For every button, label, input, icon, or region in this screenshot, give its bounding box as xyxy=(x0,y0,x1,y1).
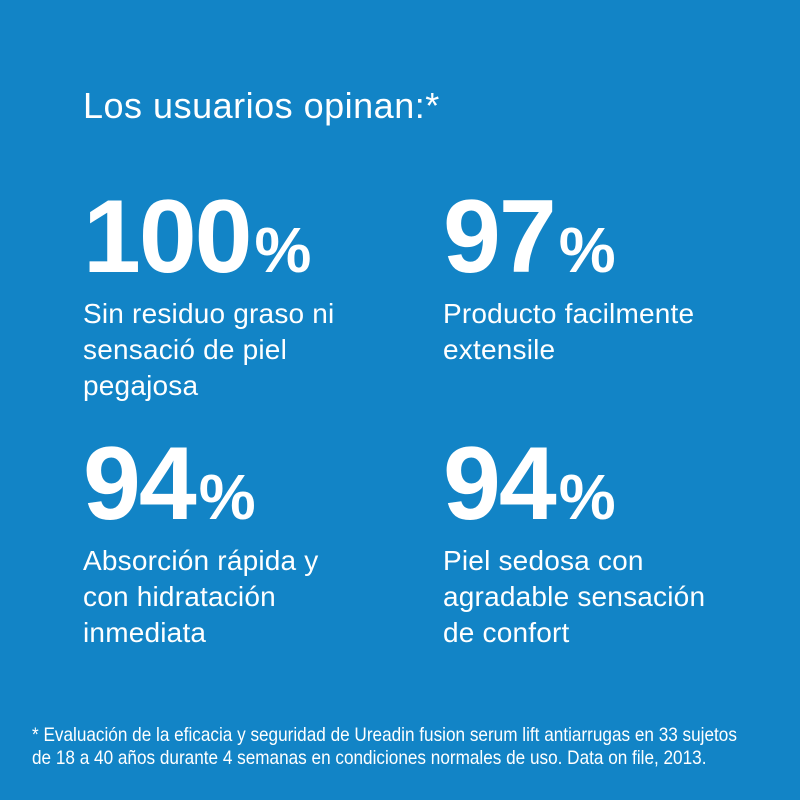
stat-number-text: 97 xyxy=(443,179,557,295)
stat-description: Sin residuo graso ni sensació de piel pe… xyxy=(83,296,423,404)
stat-block-fast-absorption: 94% Absorción rápida y con hidratación i… xyxy=(83,432,423,651)
footnote: * Evaluación de la eficacia y seguridad … xyxy=(32,724,737,770)
stat-description-line: con hidratación xyxy=(83,581,276,612)
stat-description-line: de confort xyxy=(443,617,570,648)
stat-block-silky-skin: 94% Piel sedosa con agradable sensación … xyxy=(443,432,783,651)
percent-sign: % xyxy=(254,214,312,286)
stat-description-line: Sin residuo graso ni xyxy=(83,298,335,329)
page-title: Los usuarios opinan:* xyxy=(83,85,440,126)
percent-sign: % xyxy=(558,461,616,533)
stat-value: 100% xyxy=(83,185,423,302)
stat-description-line: pegajosa xyxy=(83,370,199,401)
stat-description-line: agradable sensación xyxy=(443,581,706,612)
percent-sign: % xyxy=(198,461,256,533)
stat-description: Piel sedosa con agradable sensación de c… xyxy=(443,543,783,651)
stat-value: 94% xyxy=(83,432,423,549)
footnote-line: de 18 a 40 años durante 4 semanas en con… xyxy=(32,747,707,769)
stat-number-text: 100 xyxy=(83,179,253,295)
stat-value: 97% xyxy=(443,185,783,302)
stat-description-line: Piel sedosa con xyxy=(443,545,644,576)
stat-number-text: 94 xyxy=(83,426,197,542)
footnote-line: * Evaluación de la eficacia y seguridad … xyxy=(32,724,737,746)
stat-block-no-greasy-residue: 100% Sin residuo graso ni sensació de pi… xyxy=(83,185,423,404)
stat-description: Absorción rápida y con hidratación inmed… xyxy=(83,543,423,651)
stat-number-text: 94 xyxy=(443,426,557,542)
stat-description: Producto facilmente extensile xyxy=(443,296,783,368)
percent-sign: % xyxy=(558,214,616,286)
stat-description-line: Absorción rápida y xyxy=(83,545,319,576)
stat-description-line: extensile xyxy=(443,334,556,365)
stat-description-line: inmediata xyxy=(83,617,207,648)
stat-description-line: Producto facilmente xyxy=(443,298,695,329)
stat-value: 94% xyxy=(443,432,783,549)
stat-block-easily-spreadable: 97% Producto facilmente extensile xyxy=(443,185,783,368)
stat-description-line: sensació de piel xyxy=(83,334,287,365)
